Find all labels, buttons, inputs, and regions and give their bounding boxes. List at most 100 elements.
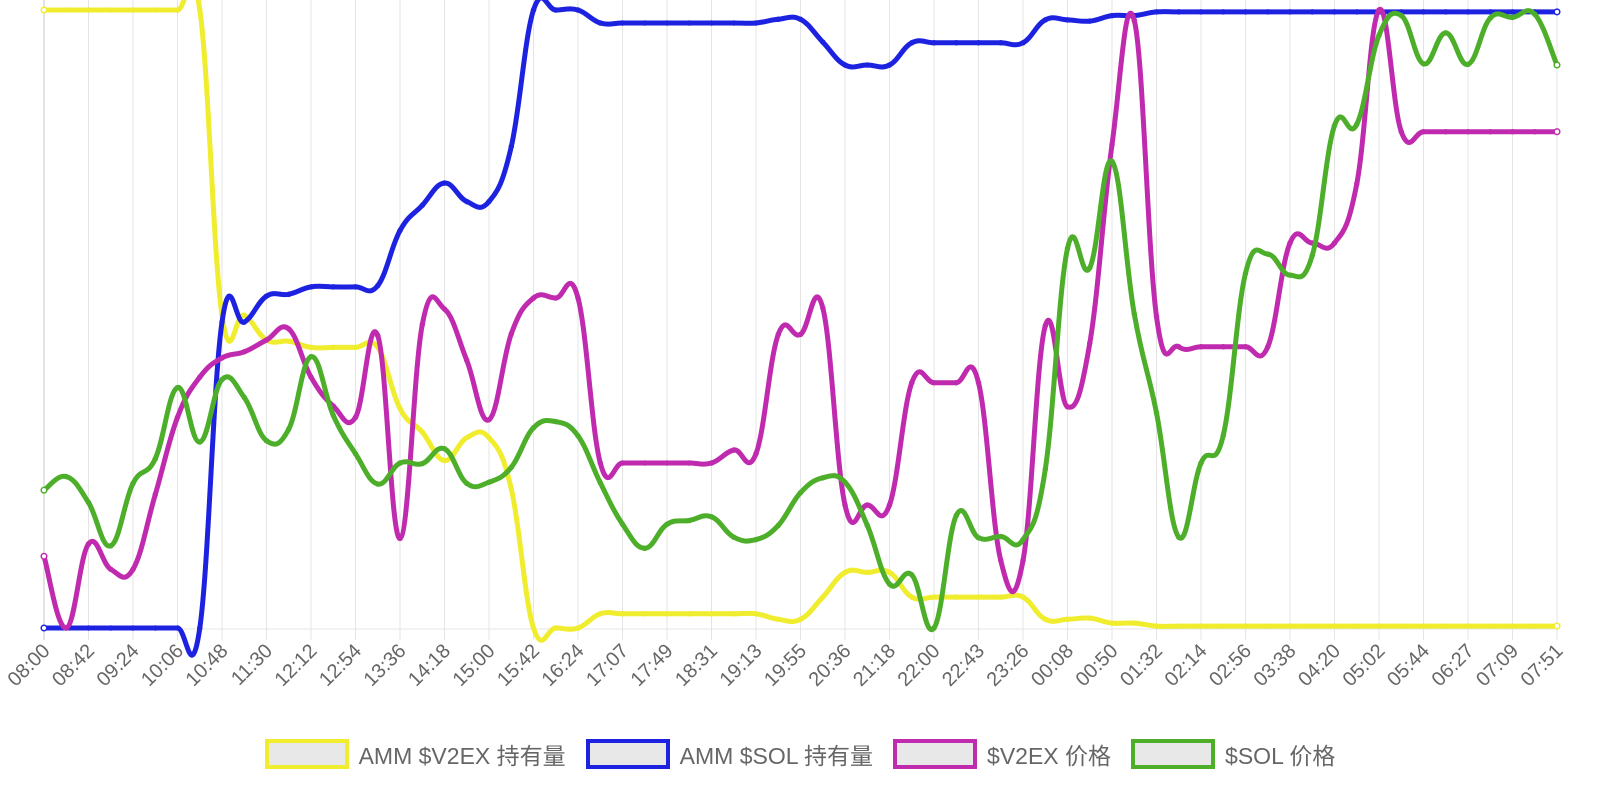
data-point[interactable] bbox=[686, 460, 693, 466]
data-point[interactable] bbox=[553, 418, 559, 425]
data-point[interactable] bbox=[40, 486, 48, 494]
data-point[interactable] bbox=[1398, 12, 1405, 19]
data-point[interactable] bbox=[530, 7, 537, 13]
data-point[interactable] bbox=[1532, 623, 1538, 629]
data-point[interactable] bbox=[1131, 17, 1138, 24]
data-point[interactable] bbox=[642, 611, 648, 617]
data-point[interactable] bbox=[375, 332, 381, 339]
data-point[interactable] bbox=[1420, 128, 1427, 135]
data-point[interactable] bbox=[330, 412, 337, 419]
data-point[interactable] bbox=[886, 581, 893, 587]
data-point[interactable] bbox=[1064, 404, 1071, 410]
data-point[interactable] bbox=[1509, 14, 1516, 21]
data-point[interactable] bbox=[1465, 9, 1471, 15]
data-point[interactable] bbox=[1153, 410, 1160, 416]
data-point[interactable] bbox=[486, 434, 492, 441]
data-point[interactable] bbox=[130, 480, 136, 487]
data-point[interactable] bbox=[998, 594, 1004, 600]
data-point[interactable] bbox=[931, 40, 937, 46]
data-point[interactable] bbox=[197, 7, 203, 13]
data-point[interactable] bbox=[1443, 9, 1449, 15]
data-point[interactable] bbox=[575, 295, 581, 301]
data-point[interactable] bbox=[1420, 623, 1427, 629]
data-point[interactable] bbox=[864, 502, 871, 508]
data-point[interactable] bbox=[330, 344, 337, 351]
data-point[interactable] bbox=[975, 535, 982, 541]
data-point[interactable] bbox=[1398, 623, 1405, 629]
data-point[interactable] bbox=[241, 349, 248, 355]
data-point[interactable] bbox=[931, 625, 937, 631]
data-point[interactable] bbox=[1309, 252, 1316, 259]
data-point[interactable] bbox=[152, 455, 159, 462]
data-point[interactable] bbox=[1020, 557, 1026, 564]
data-point[interactable] bbox=[1087, 340, 1093, 346]
data-point[interactable] bbox=[308, 374, 314, 380]
data-point[interactable] bbox=[1532, 128, 1538, 135]
legend-item-amm-sol[interactable]: AMM $SOL 持有量 bbox=[585, 737, 873, 771]
data-point[interactable] bbox=[1087, 264, 1093, 271]
data-point[interactable] bbox=[1042, 17, 1049, 23]
data-point[interactable] bbox=[1331, 122, 1338, 129]
data-point[interactable] bbox=[286, 338, 292, 344]
data-point[interactable] bbox=[352, 450, 359, 457]
data-point[interactable] bbox=[1443, 128, 1449, 135]
data-point[interactable] bbox=[308, 284, 314, 290]
data-point[interactable] bbox=[63, 625, 70, 631]
data-point[interactable] bbox=[1109, 620, 1115, 626]
data-point[interactable] bbox=[864, 569, 871, 576]
data-point[interactable] bbox=[1487, 623, 1494, 629]
data-point[interactable] bbox=[1465, 128, 1471, 135]
data-point[interactable] bbox=[953, 594, 960, 600]
data-point[interactable] bbox=[1553, 8, 1561, 16]
data-point[interactable] bbox=[174, 384, 181, 391]
data-point[interactable] bbox=[909, 379, 915, 386]
data-point[interactable] bbox=[619, 521, 626, 527]
data-point[interactable] bbox=[1042, 616, 1049, 623]
data-point[interactable] bbox=[197, 374, 203, 380]
data-point[interactable] bbox=[931, 379, 937, 386]
data-point[interactable] bbox=[1354, 121, 1360, 128]
data-point[interactable] bbox=[708, 20, 715, 26]
data-point[interactable] bbox=[308, 353, 314, 360]
data-point[interactable] bbox=[108, 7, 114, 13]
data-point[interactable] bbox=[130, 7, 136, 13]
data-point[interactable] bbox=[642, 545, 648, 552]
data-point[interactable] bbox=[1287, 240, 1293, 246]
data-point[interactable] bbox=[397, 460, 403, 466]
data-point[interactable] bbox=[1553, 128, 1561, 136]
data-point[interactable] bbox=[775, 16, 782, 23]
data-point[interactable] bbox=[219, 376, 225, 383]
data-point[interactable] bbox=[419, 429, 426, 435]
data-point[interactable] bbox=[508, 143, 515, 150]
data-point[interactable] bbox=[1242, 9, 1249, 15]
data-point[interactable] bbox=[441, 446, 448, 452]
data-point[interactable] bbox=[820, 39, 826, 45]
legend-item-sol-price[interactable]: $SOL 价格 bbox=[1131, 737, 1335, 771]
data-point[interactable] bbox=[85, 7, 92, 13]
data-point[interactable] bbox=[886, 502, 893, 508]
data-point[interactable] bbox=[397, 535, 403, 542]
data-point[interactable] bbox=[508, 486, 515, 492]
data-point[interactable] bbox=[1509, 9, 1516, 15]
data-point[interactable] bbox=[1087, 18, 1093, 24]
data-point[interactable] bbox=[753, 611, 759, 617]
data-point[interactable] bbox=[1309, 623, 1316, 629]
data-point[interactable] bbox=[597, 611, 604, 617]
data-point[interactable] bbox=[530, 295, 537, 301]
data-point[interactable] bbox=[441, 306, 448, 312]
data-point[interactable] bbox=[1265, 623, 1271, 629]
data-point[interactable] bbox=[63, 7, 70, 13]
data-point[interactable] bbox=[708, 514, 715, 520]
data-point[interactable] bbox=[1354, 180, 1360, 187]
data-point[interactable] bbox=[308, 344, 314, 351]
data-point[interactable] bbox=[664, 521, 670, 527]
data-point[interactable] bbox=[397, 227, 403, 234]
data-point[interactable] bbox=[1064, 17, 1071, 23]
data-point[interactable] bbox=[85, 625, 92, 631]
data-point[interactable] bbox=[1064, 245, 1071, 252]
data-point[interactable] bbox=[241, 312, 248, 319]
data-point[interactable] bbox=[1220, 623, 1227, 629]
data-point[interactable] bbox=[642, 20, 648, 26]
data-point[interactable] bbox=[152, 7, 159, 13]
data-point[interactable] bbox=[1376, 32, 1382, 39]
